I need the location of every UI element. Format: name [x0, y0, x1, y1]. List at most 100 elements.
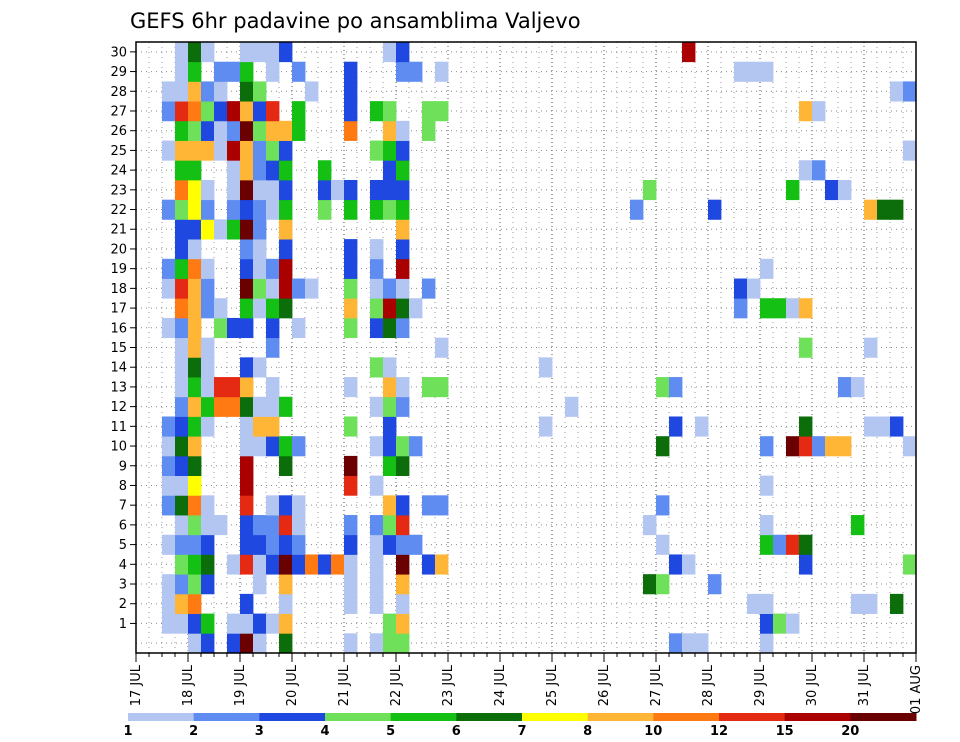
precip-cell	[201, 357, 215, 378]
precip-cell	[253, 416, 267, 437]
precip-cell	[253, 179, 267, 201]
precip-cell	[318, 199, 332, 220]
precip-cell	[396, 278, 410, 299]
precip-cell	[266, 613, 280, 634]
precip-cell	[266, 416, 280, 437]
precip-cell	[188, 633, 202, 654]
precip-cell	[656, 377, 670, 398]
precip-cell	[253, 436, 267, 457]
precip-cell	[175, 554, 189, 575]
precip-cell	[344, 120, 358, 141]
precip-cell	[240, 593, 254, 614]
precip-cell	[396, 239, 410, 260]
precip-cell	[344, 455, 358, 477]
legend-label: 6	[452, 724, 461, 739]
precip-cell	[370, 515, 384, 536]
precip-cell	[279, 160, 293, 181]
precip-cell	[812, 436, 826, 457]
precip-cell	[786, 436, 800, 457]
precip-cell	[188, 337, 202, 358]
precip-cell	[344, 475, 358, 496]
legend-label: 8	[583, 724, 592, 739]
precip-cell	[370, 239, 384, 260]
precip-cell	[201, 42, 215, 63]
legend-label: 15	[776, 724, 794, 739]
precip-cell	[396, 534, 410, 555]
precip-cell	[279, 613, 293, 634]
precip-cell	[175, 61, 189, 82]
precip-cell	[240, 633, 254, 654]
precip-cell	[370, 574, 384, 595]
y-axis: 1234567891011121314151617181920212223242…	[110, 45, 136, 632]
precip-cell	[253, 239, 267, 260]
precip-cell	[305, 554, 319, 575]
precip-cell	[175, 495, 189, 516]
precip-cell	[188, 436, 202, 457]
legend-label: 12	[710, 724, 728, 739]
precip-cell	[396, 199, 410, 220]
precip-cell	[266, 436, 280, 457]
precip-cell	[175, 396, 189, 417]
precip-cell	[422, 495, 436, 516]
precip-cell	[370, 298, 384, 319]
y-tick-label: 18	[110, 282, 127, 297]
precip-cell	[188, 416, 202, 437]
precip-cell	[253, 396, 267, 417]
precip-cell	[162, 416, 176, 437]
precip-cell	[344, 317, 358, 339]
precip-cell	[240, 377, 254, 398]
precip-cell	[201, 258, 215, 279]
precip-cell	[383, 199, 397, 220]
precip-cell	[383, 179, 397, 201]
precip-cell	[162, 593, 176, 614]
precip-cell	[734, 278, 748, 299]
precip-cell	[201, 554, 215, 575]
precip-cell	[760, 61, 774, 82]
precip-cell	[292, 61, 306, 82]
precip-cell	[240, 140, 254, 161]
precip-cell	[175, 534, 189, 555]
y-tick-label: 25	[110, 144, 127, 159]
precip-cell	[214, 219, 228, 240]
precip-cell	[175, 337, 189, 358]
precip-cell	[279, 593, 293, 614]
precip-cell	[318, 179, 332, 201]
precip-cell	[188, 613, 202, 634]
precip-cell	[695, 416, 709, 437]
precip-cell	[890, 593, 904, 614]
precip-cell	[344, 416, 358, 437]
precip-cell	[240, 357, 254, 378]
legend-label: 1	[123, 724, 132, 739]
precip-cell	[760, 593, 774, 614]
precip-cell	[383, 160, 397, 181]
precip-cell	[175, 357, 189, 378]
legend-swatch	[850, 713, 917, 721]
y-tick-label: 27	[110, 104, 127, 119]
precip-cell	[903, 436, 917, 457]
precip-cell	[643, 574, 657, 595]
precip-cell	[292, 120, 306, 141]
precip-cell	[890, 81, 904, 102]
precip-cell	[240, 554, 254, 575]
precip-cell	[396, 396, 410, 417]
x-tick-label: 20 JUL	[285, 664, 300, 706]
precip-cell	[253, 160, 267, 181]
precip-cell	[266, 515, 280, 536]
precip-cell	[396, 258, 410, 279]
precip-cell	[240, 179, 254, 201]
precip-cell	[188, 317, 202, 339]
precip-cell	[734, 298, 748, 319]
precip-cell	[292, 278, 306, 299]
precip-cell	[422, 377, 436, 398]
x-axis: 17 JUL 18 JUL 19 JUL 20 JUL 21 JUL 22 JUL 23 J…	[129, 653, 924, 714]
precip-cell	[539, 416, 553, 437]
precip-cell	[227, 140, 241, 161]
precip-cell	[214, 81, 228, 102]
precip-cell	[383, 396, 397, 417]
precip-cell	[240, 42, 254, 63]
precip-cell	[370, 317, 384, 339]
precip-cell	[396, 160, 410, 181]
precip-cell	[201, 278, 215, 299]
precip-cell	[214, 317, 228, 339]
precip-cell	[240, 515, 254, 536]
